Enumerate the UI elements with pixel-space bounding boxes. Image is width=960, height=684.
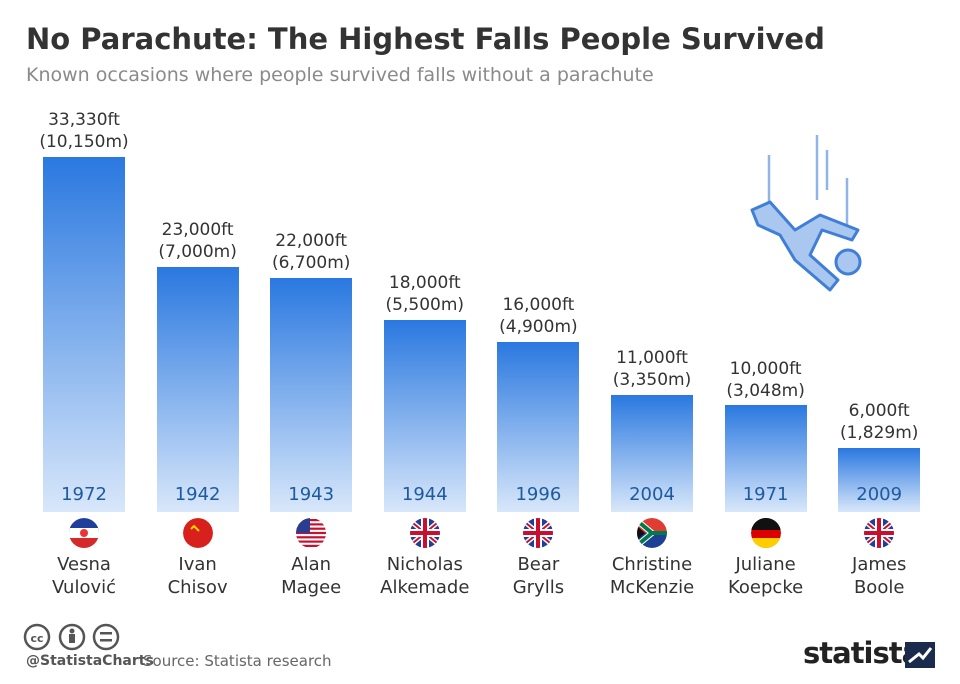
year-label: 1942 (174, 484, 221, 505)
flag (863, 517, 895, 549)
flag-icon (637, 518, 667, 548)
year-label: 2009 (856, 484, 903, 505)
flag (636, 517, 668, 549)
flag (68, 517, 100, 549)
bar (43, 157, 125, 512)
category-label: Nicholas Alkemade (380, 554, 470, 598)
year-label: 1972 (61, 484, 107, 505)
bar (270, 277, 353, 512)
bar (156, 267, 239, 512)
flag-icon (864, 518, 895, 548)
category-label: James Boole (852, 554, 907, 598)
category-label: Bear Grylls (512, 554, 565, 598)
year-label: 1944 (401, 484, 448, 505)
year-label: 1996 (515, 484, 562, 505)
category-label: Juliane Koepcke (728, 554, 804, 598)
svg-text:cc: cc (30, 632, 43, 645)
license-icons: cc (23, 623, 120, 651)
bar (383, 320, 466, 512)
value-label: 23,000ft (7,000m) (158, 220, 237, 263)
bar (838, 448, 921, 512)
chart-subtitle: Known occasions where people survived fa… (26, 64, 654, 86)
bar (611, 394, 693, 512)
flag-icon (182, 518, 213, 548)
year-label: 1971 (742, 484, 789, 505)
brand-icon (905, 642, 935, 668)
flag-icon (523, 518, 554, 548)
bar (497, 341, 580, 512)
flag-icon (69, 518, 99, 548)
year-label: 1943 (288, 484, 335, 505)
flag (295, 517, 327, 549)
category-label: Ivan Chisov (167, 554, 228, 598)
brand: statista (803, 636, 921, 670)
value-label: 11,000ft (3,350m) (612, 347, 692, 390)
value-label: 18,000ft (5,500m) (385, 273, 465, 316)
value-label: 16,000ft (4,900m) (499, 294, 578, 337)
flag-icon (750, 518, 781, 548)
bar (724, 405, 807, 512)
value-label: 22,000ft (6,700m) (271, 230, 351, 273)
chart-title: No Parachute: The Highest Falls People S… (26, 22, 825, 56)
category-label: Alan Magee (281, 554, 342, 598)
handle: @StatistaCharts (26, 653, 154, 669)
flag (182, 517, 214, 549)
flag (750, 517, 782, 549)
flag-icon (409, 518, 440, 548)
flag (522, 517, 554, 549)
value-label: 33,330ft (10,150m) (39, 110, 129, 152)
falling-icon (750, 135, 862, 292)
category-label: Christine McKenzie (609, 554, 695, 598)
flag (409, 517, 441, 549)
value-label: 6,000ft (1,829m) (839, 401, 919, 444)
flag-icon (296, 518, 327, 548)
year-label: 2004 (629, 484, 675, 505)
value-label: 10,000ft (3,048m) (726, 358, 805, 401)
category-label: Vesna Vulović (51, 554, 117, 598)
source: Source: Statista research (143, 652, 332, 670)
